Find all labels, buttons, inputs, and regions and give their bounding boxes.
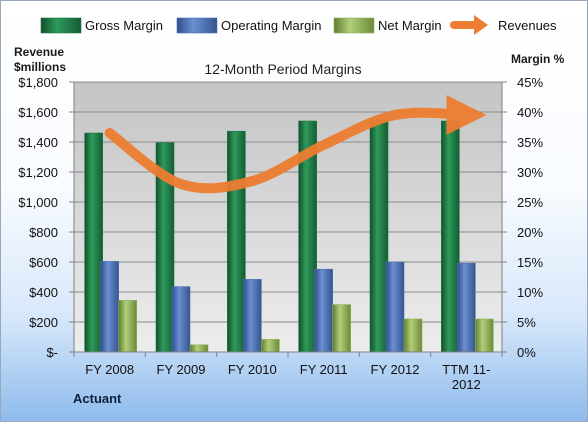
annotation-text: Actuant [73, 391, 122, 406]
plot-background [74, 82, 502, 352]
chart-title: 12-Month Period Margins [204, 61, 361, 77]
bar-operating-margin [314, 268, 333, 353]
right-tick-label: 15% [517, 255, 543, 270]
bar-operating-margin [100, 261, 119, 353]
left-tick-label: $1,200 [18, 165, 58, 180]
left-tick-label: $600 [29, 255, 58, 270]
right-tick-label: 20% [517, 225, 543, 240]
bar-net-margin [332, 304, 351, 353]
legend-label: Operating Margin [221, 18, 321, 33]
x-tick-label: TTM 11- [442, 362, 490, 377]
right-tick-label: 10% [517, 285, 543, 300]
left-tick-label: $1,000 [18, 195, 58, 210]
x-tick-label: FY 2009 [157, 362, 206, 377]
revenue-line [104, 94, 487, 194]
bar-net-margin [475, 318, 494, 353]
right-tick-label: 25% [517, 195, 543, 210]
bar-net-margin [261, 339, 280, 353]
grid-lines [74, 81, 502, 323]
left-tick-label: $1,800 [18, 75, 58, 90]
legend-label: Gross Margin [85, 18, 163, 33]
x-tick-label: FY 2012 [371, 362, 420, 377]
bar-gross-margin [369, 119, 389, 353]
right-tick-label: 40% [517, 105, 543, 120]
bar-net-margin [118, 300, 137, 353]
bar-series [84, 119, 494, 353]
right-axis-label: Margin % [511, 52, 565, 66]
x-tick-label: FY 2010 [228, 362, 277, 377]
right-tick-label: 0% [517, 345, 536, 360]
right-tick-label: 30% [517, 165, 543, 180]
left-axis-label-line-1: Revenue [14, 45, 64, 59]
left-tick-label: $400 [29, 285, 58, 300]
legend-arrow-icon [474, 15, 488, 35]
left-tick-label: $1,600 [18, 105, 58, 120]
x-tick-label: 2012 [452, 377, 481, 392]
bar-net-margin [403, 318, 423, 353]
bar-gross-margin [84, 132, 103, 353]
axes: $- $200 $400 $600 $800 $1,000 $1,200 $1,400 $1,6… [18, 75, 543, 392]
legend-swatch-operating-margin [176, 17, 218, 34]
bar-gross-margin [441, 120, 460, 353]
bar-gross-margin [227, 130, 246, 353]
x-tick-label: FY 2011 [300, 362, 348, 377]
right-tick-label: 35% [517, 135, 543, 150]
legend: Gross Margin Operating Margin Net Margin Re… [40, 15, 557, 35]
bar-operating-margin [243, 279, 262, 353]
legend-swatch-gross-margin [40, 17, 82, 34]
right-tick-label: 45% [517, 75, 543, 90]
x-tick-label: FY 2008 [85, 362, 134, 377]
bar-net-margin [189, 344, 209, 353]
left-tick-label: $200 [29, 315, 58, 330]
left-axis-label-line-2: $millions [14, 60, 66, 74]
legend-label: Net Margin [378, 18, 442, 33]
left-tick-label: $1,400 [18, 135, 58, 150]
left-tick-label: $- [46, 345, 58, 360]
bar-operating-margin [457, 262, 476, 353]
bar-operating-margin [385, 261, 405, 353]
legend-label: Revenues [498, 18, 557, 33]
right-tick-label: 5% [517, 315, 536, 330]
revenue-line-layer [104, 94, 487, 194]
legend-swatch-net-margin [333, 17, 375, 34]
bar-operating-margin [171, 286, 191, 353]
left-tick-label: $800 [29, 225, 58, 240]
